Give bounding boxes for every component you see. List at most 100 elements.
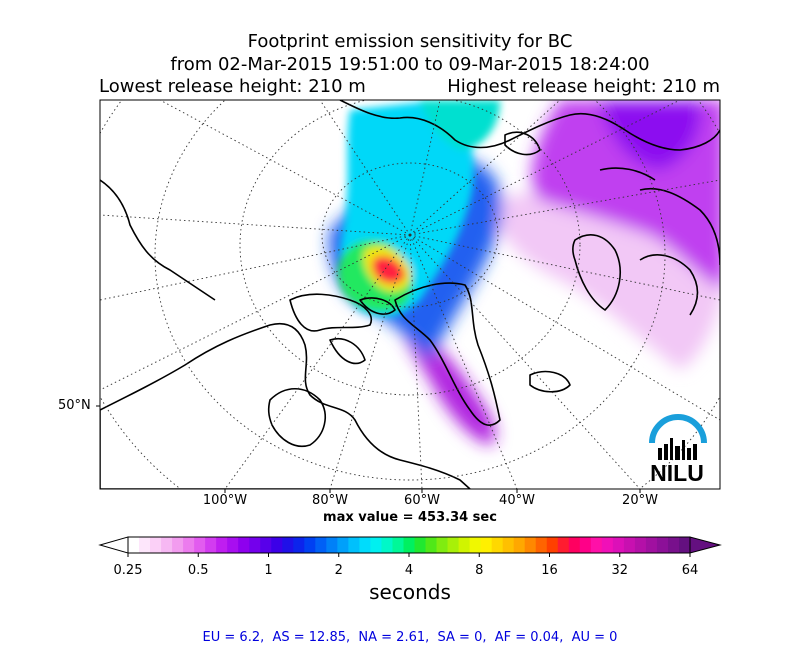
greenland-coast	[394, 282, 501, 426]
colorbar-tick-label: 4	[404, 563, 414, 578]
colorbar-segment	[469, 537, 482, 553]
x-tick-label-40w: 40°W	[499, 493, 535, 508]
colorbar-segment	[337, 537, 349, 553]
colorbar-tick-label: 16	[541, 563, 558, 578]
meridian-100w	[224, 234, 411, 489]
meridian-100e	[409, 100, 681, 236]
colorbar-segment	[568, 537, 581, 553]
meridian-0	[409, 234, 720, 421]
colorbar-tick-label: 32	[611, 563, 629, 578]
colorbar-segment	[161, 537, 173, 553]
graticule	[100, 100, 720, 489]
meridian-160e	[319, 100, 411, 236]
title-line-2: from 02-Mar-2015 19:51:00 to 09-Mar-2015…	[170, 54, 650, 75]
colorbar-label: seconds	[369, 580, 451, 604]
parallel-60n	[154, 100, 666, 481]
map-frame	[99, 99, 721, 490]
parallel-70n	[239, 100, 581, 396]
colorbar-segment	[150, 537, 162, 553]
colorbar-extend-min	[98, 536, 129, 554]
alaska-coast	[100, 179, 216, 301]
colorbar-segment	[601, 537, 614, 553]
colorbar-segment	[590, 537, 603, 553]
colorbar-segment	[579, 537, 592, 553]
scandinavia-coast	[571, 234, 699, 316]
colorbar-segment	[293, 537, 305, 553]
colorbar-segment	[612, 537, 625, 553]
colorbar-segment	[667, 537, 680, 553]
meridian-140w	[100, 234, 411, 301]
colorbar-segment	[348, 537, 361, 553]
max-value-text: max value = 453.34 sec	[323, 510, 497, 525]
x-ticks	[96, 405, 641, 493]
siberia-coast	[339, 100, 720, 151]
svalbard	[504, 131, 541, 156]
colorbar-segment	[502, 537, 515, 553]
north-america-coast	[100, 323, 471, 489]
colorbar-segment	[238, 537, 250, 553]
colorbar-tick-label: 2	[334, 563, 343, 578]
field-cyan-north	[420, 100, 500, 150]
colorbar-segment	[315, 537, 327, 553]
meridian-60w	[409, 234, 423, 489]
colorbar-segment	[359, 537, 372, 553]
colorbar-segment	[304, 537, 316, 553]
coastlines	[100, 100, 720, 489]
colorbar-segment	[458, 537, 471, 553]
meridian-120w	[100, 234, 411, 391]
colorbar-segment	[557, 537, 570, 553]
parallel-80n	[321, 162, 499, 308]
colorbar-tick-label: 64	[681, 563, 699, 578]
colorbar-segment	[425, 537, 438, 553]
colorbar-segment	[634, 537, 647, 553]
x-tick-label-20w: 20°W	[622, 493, 658, 508]
colorbar-segment	[436, 537, 449, 553]
nilu-skyline-icon	[658, 438, 697, 460]
region-stats: EU = 6.2, AS = 12.85, NA = 2.61, SA = 0,…	[202, 630, 618, 645]
colorbar-tick-label: 1	[264, 563, 273, 578]
meridian-40w	[409, 234, 518, 489]
colorbar-segment	[370, 537, 383, 553]
europe-coast	[599, 167, 720, 266]
colorbar-segment	[172, 537, 184, 553]
highest-release-height: Highest release height: 210 m	[447, 76, 720, 97]
colorbar-segment	[271, 537, 283, 553]
colorbar-segment	[227, 537, 239, 553]
hudson-bay	[267, 387, 326, 447]
colorbar-tick-label: 0.5	[187, 563, 209, 578]
colorbar-segment	[678, 537, 691, 553]
nilu-logo: NILU	[649, 414, 707, 486]
colorbar-segment	[392, 537, 405, 553]
colorbar-segment	[205, 537, 217, 553]
x-tick-label-80w: 80°W	[312, 493, 348, 508]
colorbar-segment	[491, 537, 504, 553]
colorbar-segment	[326, 537, 338, 553]
nilu-arc-icon	[649, 414, 707, 444]
colorbar-segment	[656, 537, 669, 553]
iceland	[529, 370, 571, 393]
colorbar-segment	[216, 537, 228, 553]
x-tick-label-100w: 100°W	[202, 493, 248, 508]
colorbar	[98, 536, 722, 557]
colorbar-segment	[183, 537, 195, 553]
colorbar-extend-max	[689, 536, 722, 554]
colorbar-segment	[645, 537, 658, 553]
colorbar-segment	[249, 537, 261, 553]
colorbar-segment	[139, 537, 151, 553]
colorbar-segment	[546, 537, 559, 553]
meridian-20w	[409, 234, 641, 489]
colorbar-segment	[194, 537, 206, 553]
title-line-1: Footprint emission sensitivity for BC	[247, 31, 573, 52]
colorbar-segment	[260, 537, 272, 553]
nilu-wordmark: NILU	[650, 460, 704, 486]
canadian-archipelago	[289, 293, 396, 365]
x-tick-label-60w: 60°W	[404, 493, 440, 508]
colorbar-segment	[623, 537, 636, 553]
lowest-release-height: Lowest release height: 210 m	[99, 76, 366, 97]
colorbar-segment	[480, 537, 493, 553]
colorbar-segment	[128, 537, 140, 553]
colorbar-segment	[535, 537, 548, 553]
field-red-core	[372, 256, 405, 284]
meridian-80w	[329, 234, 411, 489]
